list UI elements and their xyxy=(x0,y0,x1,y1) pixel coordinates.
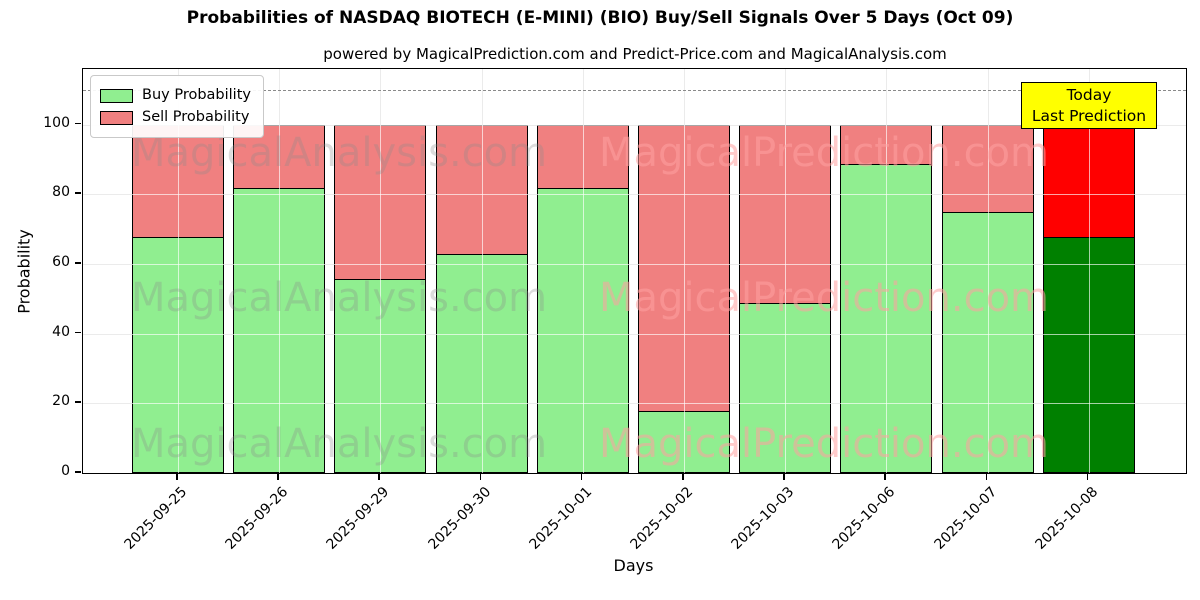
chart-subtitle: powered by MagicalPrediction.com and Pre… xyxy=(323,45,947,63)
x-tick-mark xyxy=(985,474,988,480)
x-tick-mark xyxy=(884,474,886,480)
chart-title: Probabilities of NASDAQ BIOTECH (E-MINI)… xyxy=(186,8,1014,28)
h-gridline-40 xyxy=(83,333,1186,335)
v-gridline xyxy=(279,69,281,473)
plot-area: MagicalAnalysis.com MagicalPrediction.com… xyxy=(82,68,1187,474)
today-annotation: Today Last Prediction xyxy=(1021,82,1157,129)
x-tick-mark xyxy=(1086,474,1089,480)
x-tick-label-2025-10-07: 2025-10-07 xyxy=(931,484,1000,553)
x-tick-mark xyxy=(682,474,684,480)
x-tick-label-2025-10-06: 2025-10-06 xyxy=(829,484,899,553)
x-tick-mark xyxy=(580,474,583,480)
annotation-line1: Today xyxy=(1066,86,1112,104)
legend-label-buy: Buy Probability xyxy=(142,87,251,103)
x-tick-label-2025-10-08: 2025-10-08 xyxy=(1032,484,1102,553)
h-gridline-80 xyxy=(83,194,1186,196)
v-gridline xyxy=(684,69,685,473)
v-gridline xyxy=(380,69,382,473)
threshold-dashed-line xyxy=(83,89,1186,91)
x-tick-mark xyxy=(479,474,482,480)
legend-item-sell: Sell Probability xyxy=(100,108,251,127)
x-tick-mark xyxy=(176,474,178,480)
x-tick-label-2025-10-02: 2025-10-02 xyxy=(627,484,697,553)
x-tick-label-2025-10-01: 2025-10-01 xyxy=(526,484,596,553)
v-gridline xyxy=(886,69,888,473)
annotation-line2: Last Prediction xyxy=(1031,107,1147,125)
legend-item-buy: Buy Probability xyxy=(100,86,251,105)
x-tick-mark xyxy=(783,474,785,480)
y-tick-label-40: 40 xyxy=(52,323,70,340)
y-tick-label-80: 80 xyxy=(52,184,70,201)
v-gridline xyxy=(481,69,483,473)
v-gridline xyxy=(178,69,179,473)
x-tick-label-2025-10-03: 2025-10-03 xyxy=(728,484,798,553)
x-tick-label-2025-09-29: 2025-09-29 xyxy=(323,484,393,553)
y-tick-mark xyxy=(75,262,81,264)
legend-swatch-sell xyxy=(100,110,133,125)
v-gridline xyxy=(987,69,989,473)
x-tick-label-2025-09-30: 2025-09-30 xyxy=(425,484,494,553)
x-axis-label: Days xyxy=(613,556,654,575)
h-gridline-20 xyxy=(83,403,1186,405)
v-gridline xyxy=(1088,69,1090,473)
legend: Buy Probability Sell Probability xyxy=(90,75,264,138)
h-gridline-60 xyxy=(83,264,1186,265)
x-tick-mark xyxy=(378,474,380,480)
y-tick-mark xyxy=(75,192,81,194)
legend-swatch-buy xyxy=(100,88,133,103)
y-tick-mark xyxy=(75,401,81,403)
y-tick-label-60: 60 xyxy=(52,254,70,270)
h-gridline-100 xyxy=(83,124,1186,126)
y-tick-label-100: 100 xyxy=(43,114,70,131)
y-tick-mark xyxy=(75,471,81,473)
x-tick-label-2025-09-26: 2025-09-26 xyxy=(222,484,292,553)
y-tick-label-20: 20 xyxy=(52,393,70,410)
v-gridline xyxy=(785,69,787,473)
v-gridline xyxy=(582,69,584,473)
y-axis-label: Probability xyxy=(14,229,34,314)
legend-label-sell: Sell Probability xyxy=(142,109,250,125)
y-tick-label-0: 0 xyxy=(61,463,70,479)
x-tick-mark xyxy=(277,474,279,480)
y-tick-mark xyxy=(75,331,81,334)
y-tick-mark xyxy=(75,122,81,125)
x-tick-label-2025-09-25: 2025-09-25 xyxy=(121,484,191,553)
